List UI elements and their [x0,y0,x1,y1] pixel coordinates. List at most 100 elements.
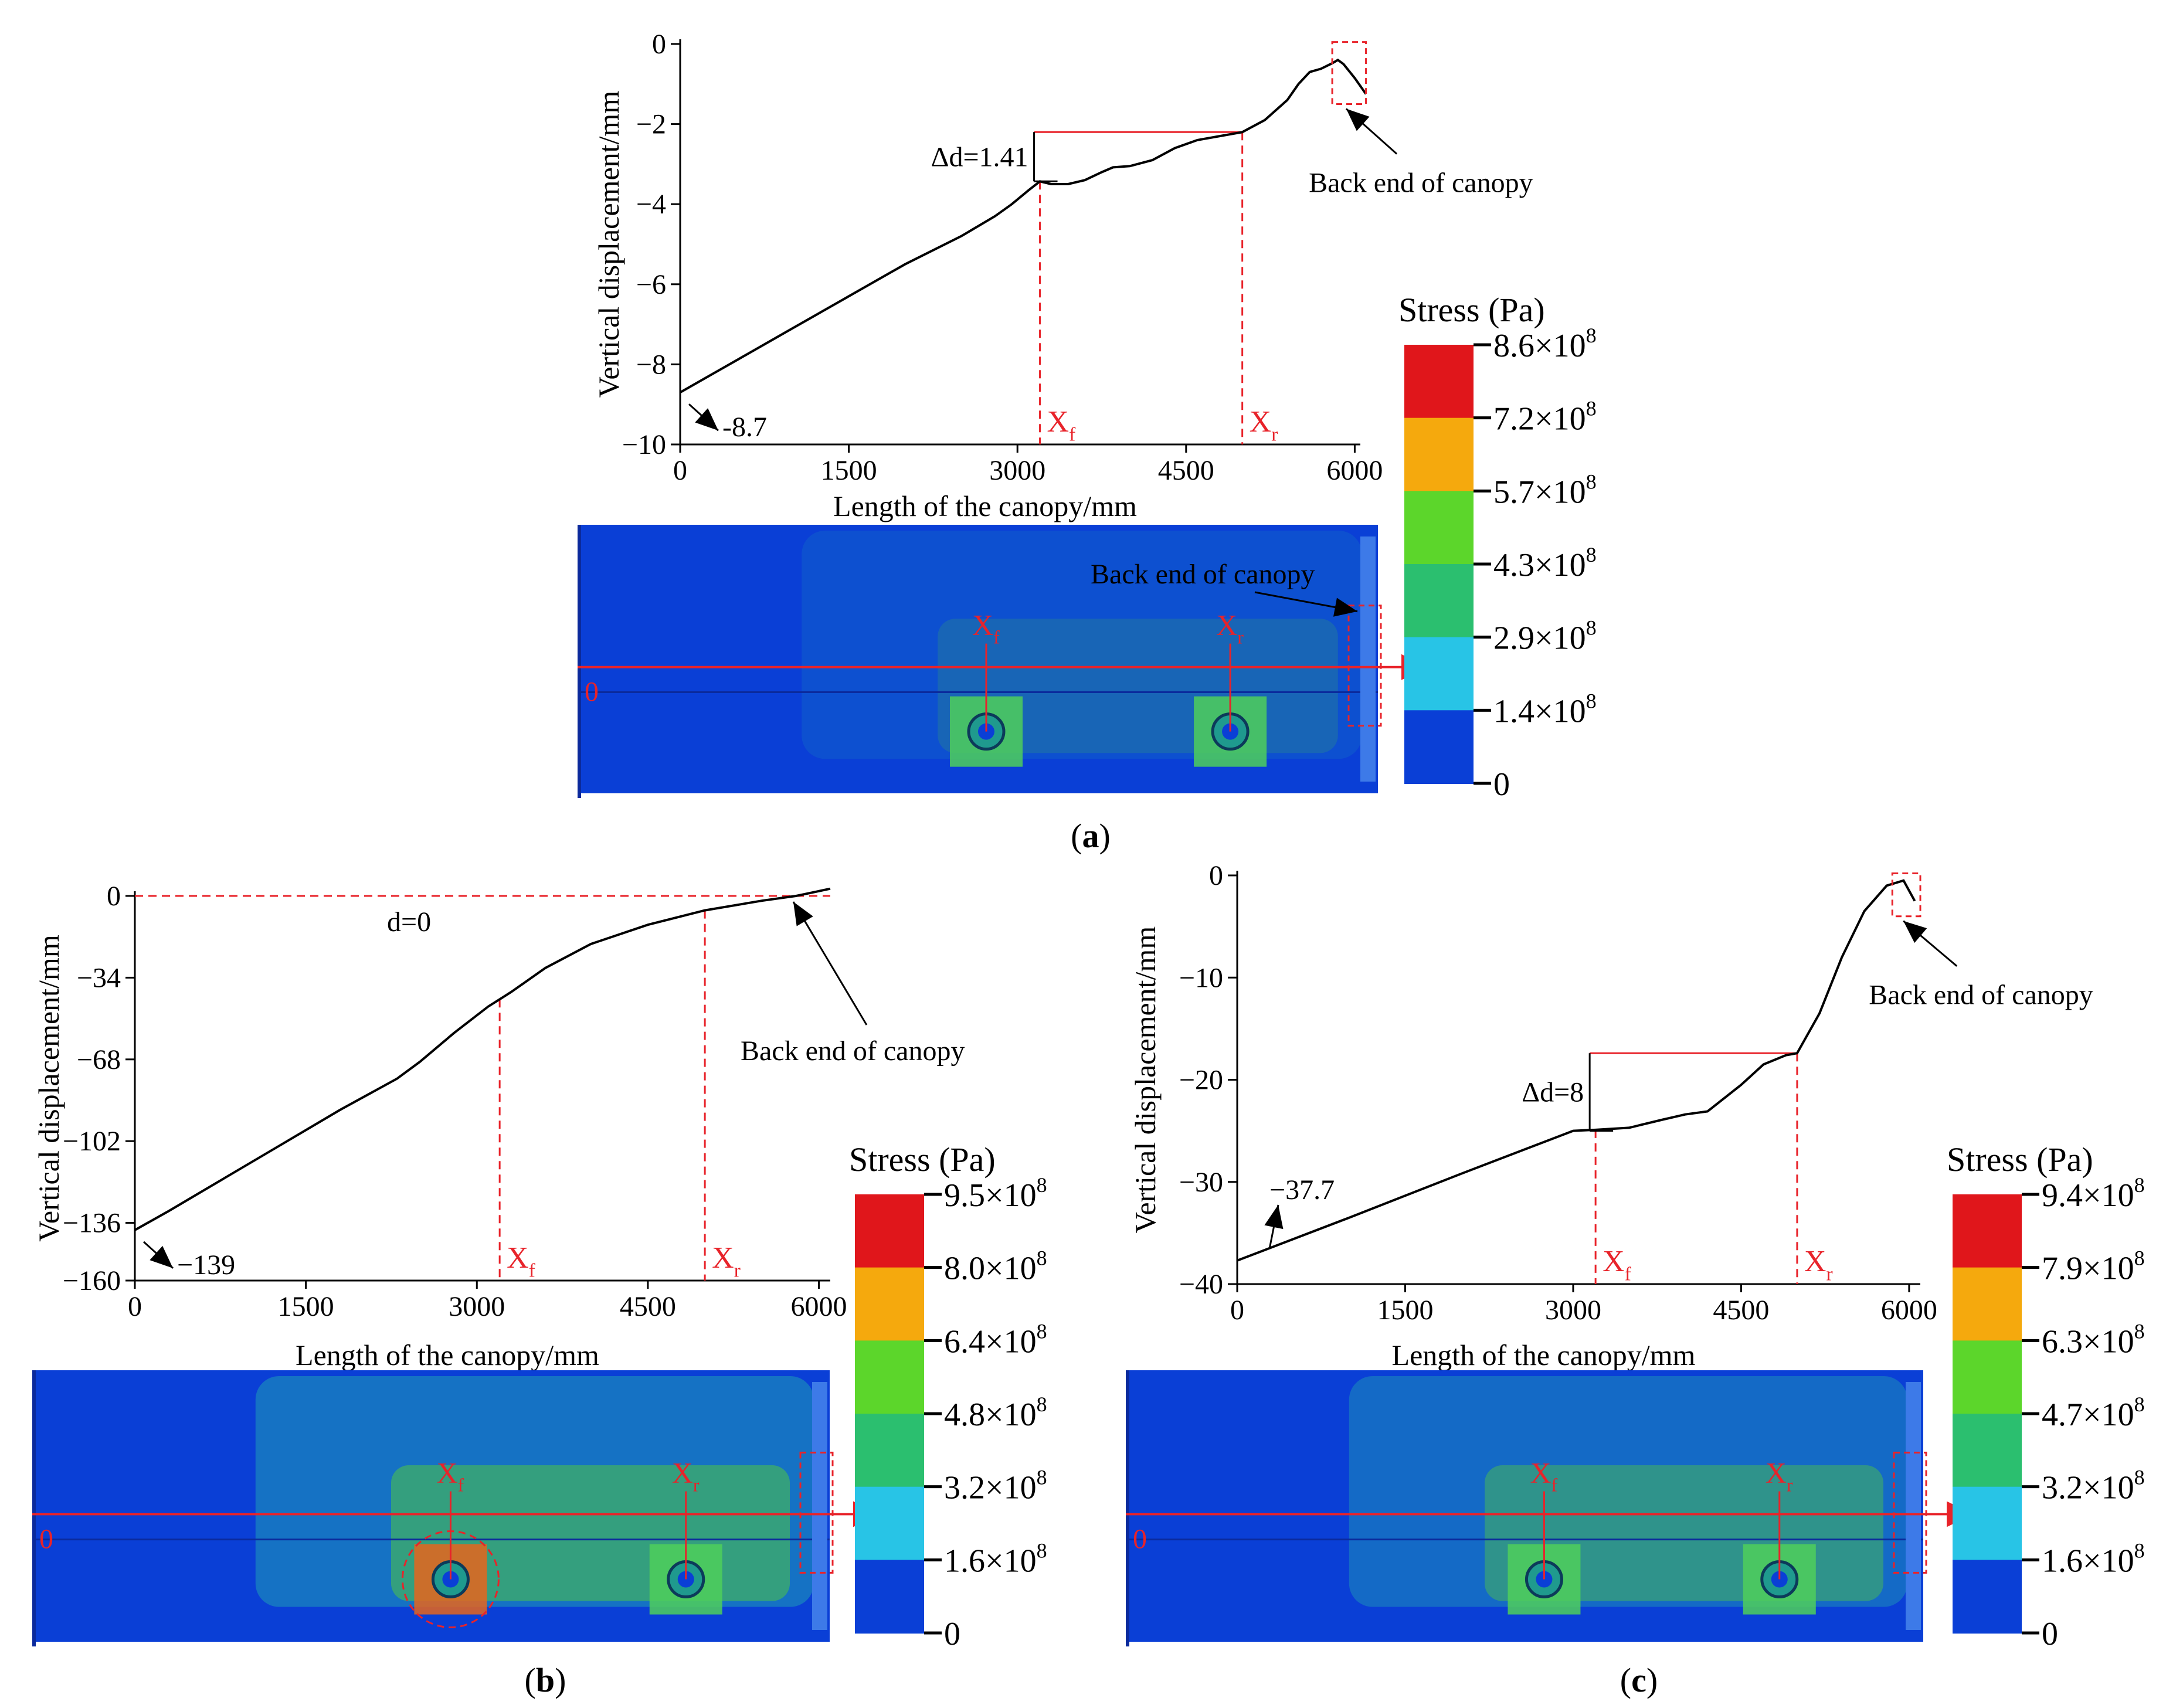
colorbar-tick-label: 3.2×108 [2042,1466,2145,1506]
back-end-label: Back end of canopy [1309,167,1533,198]
start-arrow-head [150,1245,173,1268]
x-tick-label: 0 [673,455,687,486]
xr-marker-label: Xr [1250,405,1278,446]
start-value-label: −139 [177,1249,235,1281]
pin-label-xr: Xr [1766,1456,1793,1496]
y-axis-title: Vertical displacement/mm [592,91,625,398]
x-axis-title: Length of the canopy/mm [1392,1339,1696,1371]
y-tick-label: −10 [622,429,666,460]
fe-back-end-arrow-head [1333,597,1357,617]
back-end-box [1331,41,1367,105]
back-end-box [1891,872,1921,918]
back-end-arrow-shaft [792,901,868,1026]
xf-marker-label: Xf [507,1241,536,1282]
colorbar-segment [1953,1560,2022,1634]
colorbar-tick-label: 0 [944,1616,960,1652]
fe-edge [32,1370,36,1646]
stress-concentration-circle [401,1530,500,1629]
x-tick-label: 6000 [1881,1295,1937,1326]
x-tick-label: 3000 [449,1291,505,1322]
x-axis-title: Length of the canopy/mm [833,490,1137,522]
colorbar-tick-label: 2.9×108 [1493,616,1597,657]
colorbar-tick-label: 0 [1493,766,1510,803]
fe-edge [1126,1370,1129,1646]
colorbar-tick-label: 8.0×108 [944,1247,1047,1287]
y-axis-title: Vertical displacement/mm [1129,926,1162,1234]
panel-label: (a) [1071,817,1111,855]
zero-label: d=0 [387,906,431,938]
colorbar-tick-label: 3.2×108 [944,1466,1047,1506]
colorbar-tick-label: 1.6×108 [944,1539,1047,1579]
colorbar-segment [855,1486,924,1561]
y-tick-label: −68 [77,1044,121,1075]
colorbar-segment [1953,1486,2022,1561]
x-tick-label: 1500 [821,455,877,486]
y-tick-label: −4 [636,189,666,220]
fe-contour-b: Xf Xr 0 [32,1370,880,1646]
colorbar-segment [1404,637,1474,711]
colorbar-segment [855,1560,924,1634]
y-tick-label: 0 [1209,860,1223,891]
start-value-label: -8.7 [722,412,767,443]
colorbar-segment [1404,564,1474,638]
displacement-curve [1237,879,1916,1262]
fe-seam [32,1539,830,1541]
y-axis-title: Vertical displacement/mm [32,935,65,1242]
pin-label-xf: Xf [436,1456,464,1496]
x-tick-label: 3000 [1545,1295,1601,1326]
colorbar-tick-label: 4.7×108 [2042,1393,2145,1433]
fe-rear-edge [1906,1382,1921,1630]
colorbar-tick-label: 6.3×108 [2042,1319,2145,1360]
colorbar-segment [1404,710,1474,784]
y-tick-label: −10 [1179,962,1223,993]
colorbar-tick-label: 4.8×108 [944,1393,1047,1433]
colorbar-title: Stress (Pa) [849,1140,996,1179]
x-tick-label: 4500 [620,1291,676,1322]
length-axis-origin: 0 [1133,1523,1147,1554]
y-tick-label: −30 [1179,1167,1223,1198]
colorbar-tick-label: 1.6×108 [2042,1539,2145,1579]
panel-label: (c) [1620,1661,1658,1699]
y-tick-label: −102 [63,1126,121,1157]
back-end-arrow-head [1903,921,1927,943]
delta-label: Δd=1.41 [931,141,1028,172]
colorbar-title: Stress (Pa) [1398,291,1545,329]
colorbar-title: Stress (Pa) [1947,1140,2093,1179]
displacement-curve [134,887,831,1231]
colorbar-tick-label: 6.4×108 [944,1319,1047,1360]
fe-rear-edge [1360,536,1376,782]
x-tick-label: 1500 [278,1291,334,1322]
panel-label: (b) [525,1661,566,1699]
displacement-curve [680,58,1367,393]
y-tick-label: 0 [652,29,666,60]
xf-marker-label: Xf [1047,405,1077,446]
pin-label-xr: Xr [1216,609,1244,648]
fe-contour-a: Xf Xr 0 Back end of canopy [578,525,1428,798]
colorbar-segment [855,1340,924,1414]
colorbar-segment [1404,491,1474,565]
colorbar-b: Stress (Pa)9.5×108 8.0×108 6.4×108 4.8×108 3… [849,1140,1047,1652]
colorbar-segment [855,1267,924,1342]
x-tick-label: 4500 [1158,455,1214,486]
y-tick-label: −136 [63,1208,121,1239]
fe-seam [1126,1539,1923,1541]
pin-label-xf: Xf [972,609,1000,648]
fe-back-end-box [1893,1451,1927,1574]
x-tick-label: 1500 [1377,1295,1433,1326]
xf-marker-label: Xf [1603,1245,1632,1285]
start-arrow-head [1264,1204,1284,1230]
fe-edge [578,525,581,798]
colorbar-segment [1953,1340,2022,1414]
y-tick-label: 0 [107,881,121,912]
delta-label: Δd=8 [1522,1077,1584,1108]
colorbar-tick-label: 8.6×108 [1493,324,1597,364]
start-value-label: −37.7 [1269,1174,1335,1206]
length-axis-origin: 0 [39,1523,53,1554]
y-tick-label: −2 [636,109,666,140]
x-tick-label: 0 [128,1291,142,1322]
back-end-arrow-head [793,902,813,926]
colorbar-tick-label: 7.9×108 [2042,1247,2145,1287]
